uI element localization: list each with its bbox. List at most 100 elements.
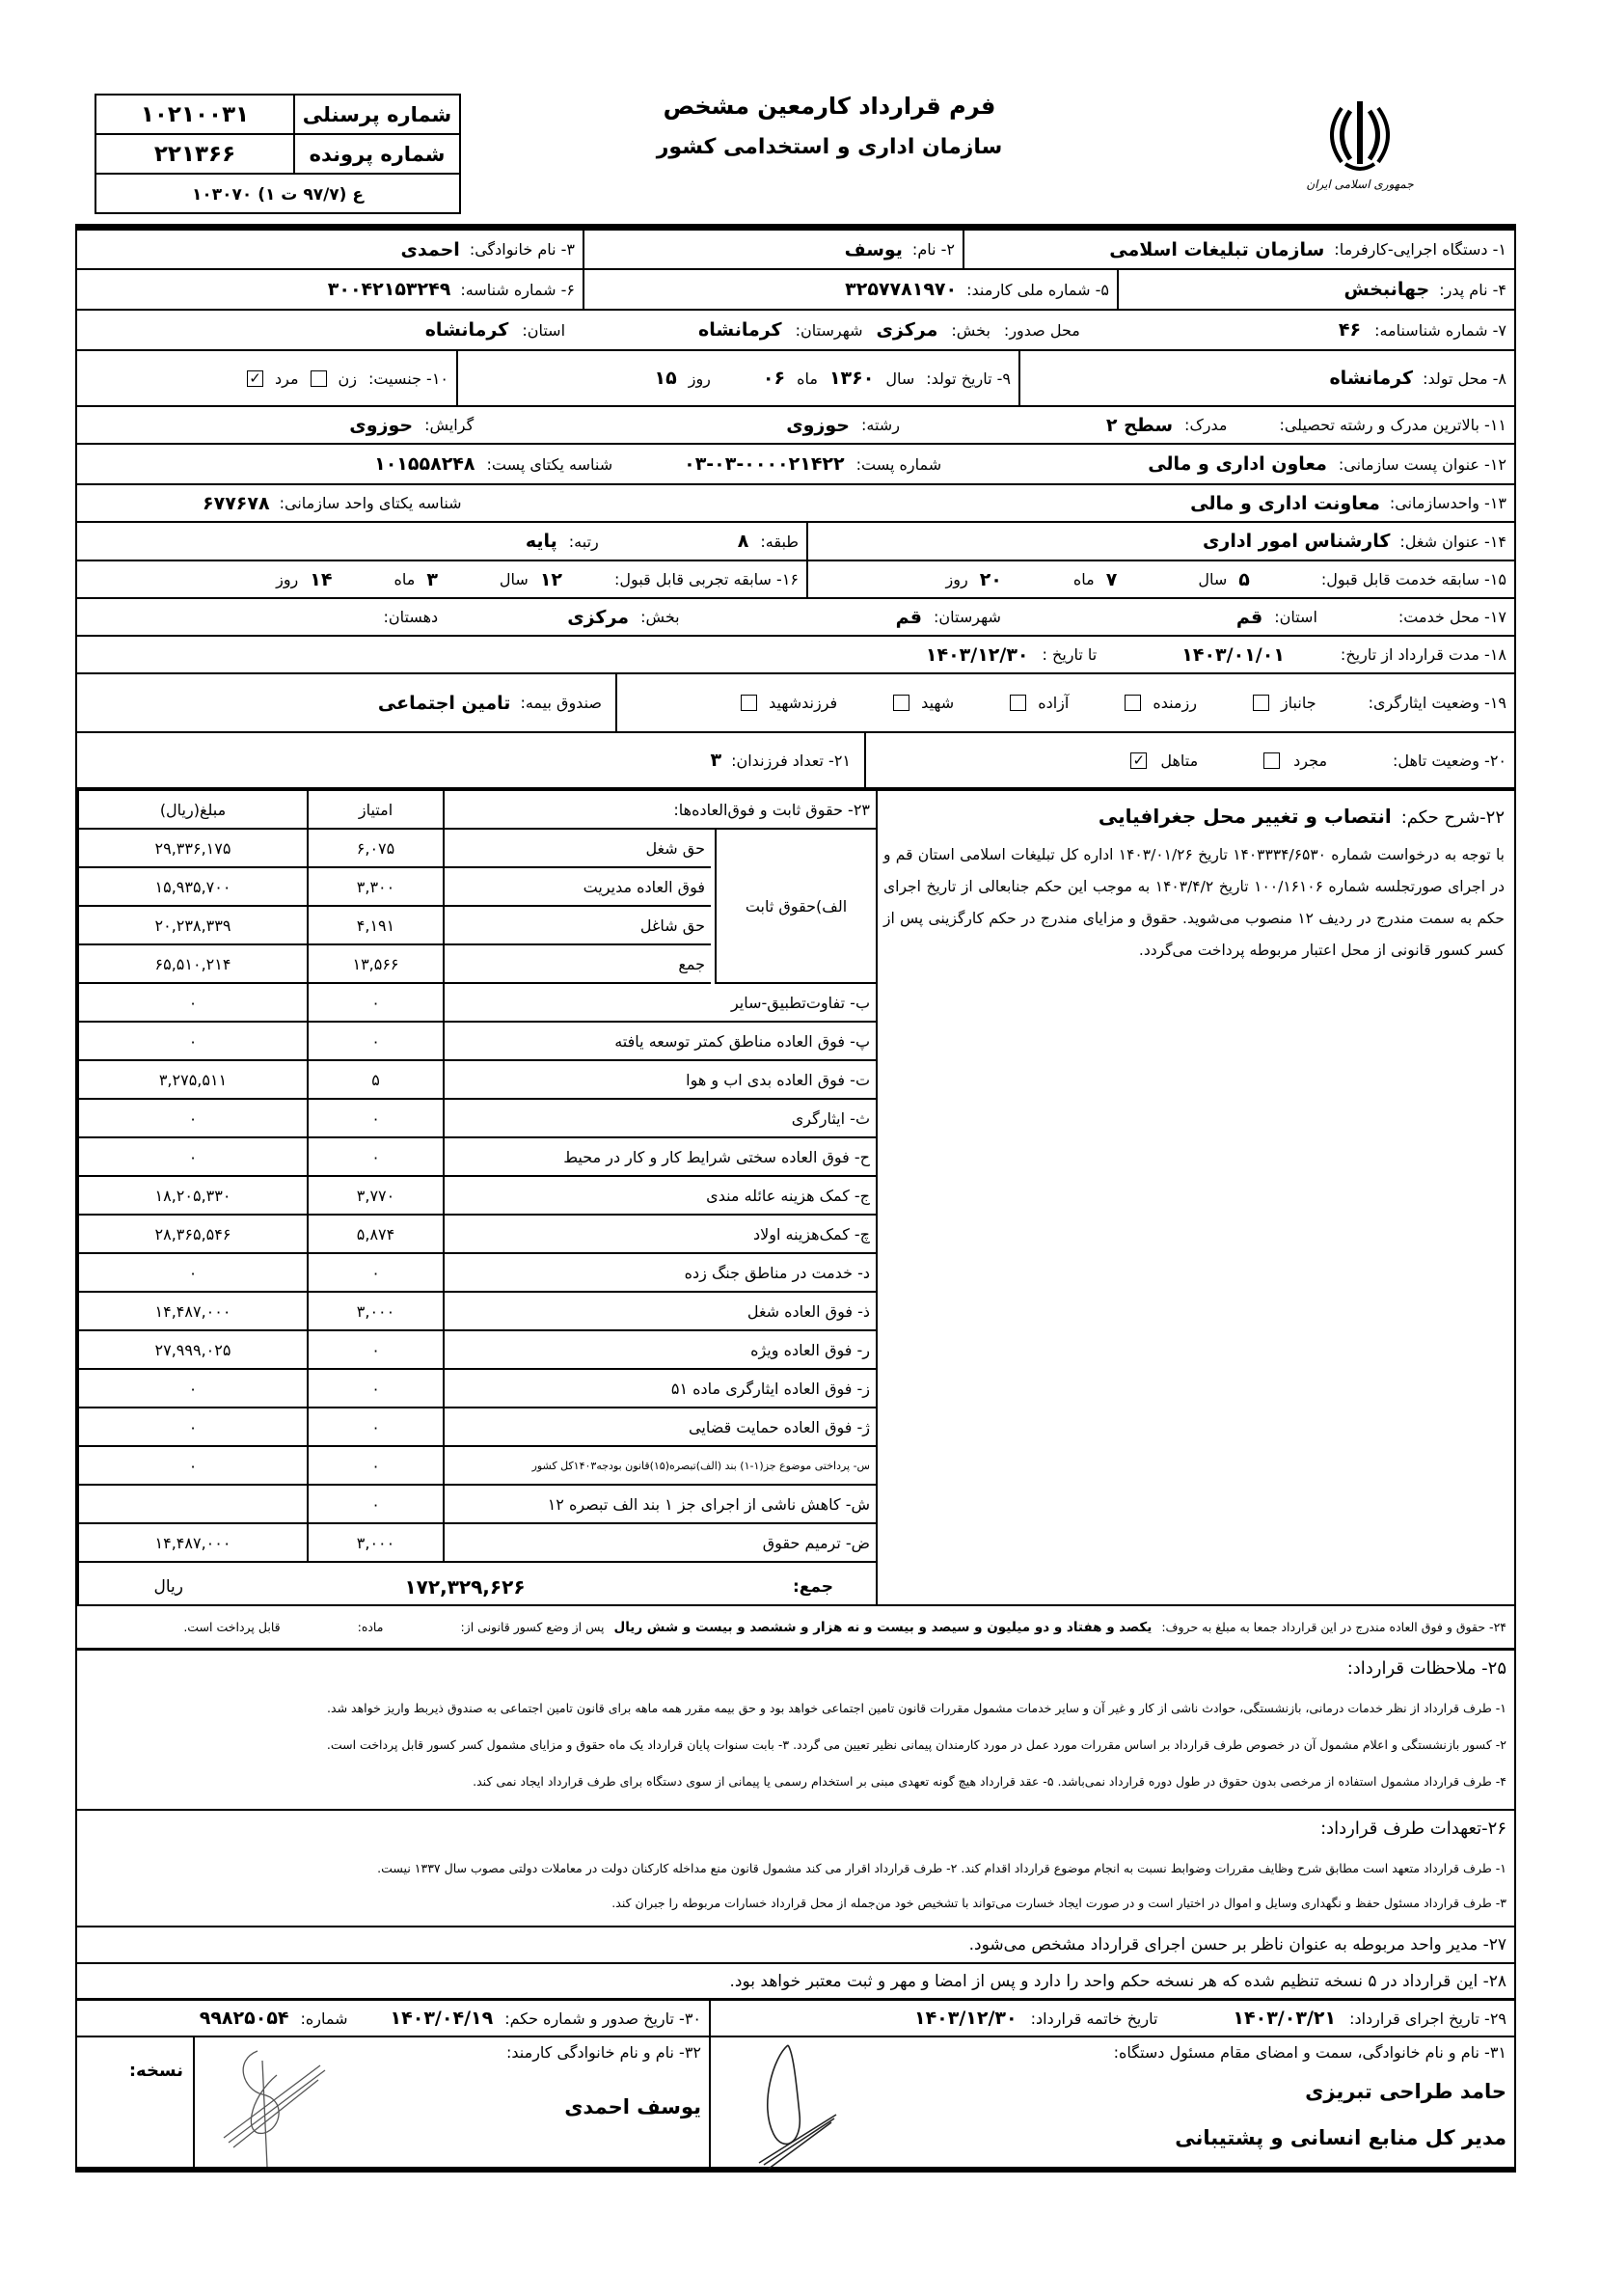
orientation-value: حوزوی (349, 414, 414, 436)
header-id-table: شماره پرسنلی ۱۰۲۱۰۰۳۱ شماره پرونده ۲۲۱۳۶… (95, 94, 461, 214)
single-label: مجرد (1293, 751, 1328, 770)
sacrifice-option-checkbox[interactable] (741, 695, 758, 711)
sp-province-value: قم (1235, 606, 1263, 628)
salary-amount: ۰ (79, 1408, 309, 1445)
female-label: زن (338, 369, 358, 388)
ruling-label: ۲۲-شرح حکم: (1400, 807, 1505, 828)
row-clause-28: ۲۸- این قرارداد در ۵ نسخه تنظیم شده که ه… (77, 1964, 1514, 2001)
article-label: ماده: (357, 1620, 384, 1634)
issue-date: ۱۴۰۳/۰۴/۱۹ (390, 2008, 494, 2029)
birth-month: ۰۶ (762, 368, 786, 389)
form-code: ع (۹۷/۷ ت ۱) ۱۰۳۰۷۰ (192, 184, 364, 205)
salary-item-label: ج- کمک هزینه عائله مندی (706, 1186, 870, 1205)
salary-amount (79, 1486, 309, 1522)
row-duration: ۱۸- مدت قرارداد از تاریخ: ۱۴۰۳/۰۱/۰۱ تا … (77, 637, 1514, 674)
amount-words-value: یکصد و هفتاد و دو میلیون و سیصد و بیست و… (613, 1619, 1153, 1635)
obligation-line: ۱- طرف قرارداد متعهد است مطابق شرح وظایف… (377, 1861, 1506, 1875)
salary-item-label: ش- کاهش ناشی از اجرای جز ۱ بند الف تبصره… (547, 1494, 870, 1514)
salary-row: ۰ ۰ ز- فوق العاده ایثارگری ماده ۵۱ (79, 1370, 876, 1408)
birth-cert-label: ۷- شماره شناسنامه: (1374, 320, 1506, 340)
salary-points: ۳,۷۷۰ (309, 1177, 445, 1214)
salary-row: ۰ ۰ د- خدمت در مناطق جنگ زده (79, 1254, 876, 1293)
birth-cert-value: ۴۶ (1338, 319, 1362, 341)
issue-label: ۳۰- تاریخ صدور و شماره حکم: (504, 2009, 701, 2028)
currency: ریال (153, 1577, 183, 1597)
salary-points: ۰ (309, 1138, 445, 1175)
single-checkbox[interactable] (1263, 752, 1281, 769)
row-post: ۱۲- عنوان پست سازمانی: معاون اداری و مالی… (77, 445, 1514, 485)
exp-months: ۳ (426, 568, 438, 590)
job-title-label: ۱۴- عنوان شغل: (1399, 532, 1506, 551)
row-education: ۱۱- بالاترین مدرک و رشته تحصیلی: مدرک: سط… (77, 407, 1514, 445)
row-identity: ۱- دستگاه اجرایی-کارفرما: سازمان تبلیغات … (77, 231, 1514, 270)
clause-28: ۲۸- این قرارداد در ۵ نسخه تنظیم شده که ه… (729, 1971, 1506, 1991)
salary-amount: ۰ (79, 984, 309, 1021)
exec-date: ۱۴۰۳/۰۳/۲۱ (1233, 2008, 1337, 2029)
salary-amount: ۰ (79, 1100, 309, 1136)
salary-item-label: پ- فوق العاده مناطق کمتر توسعه یافته (614, 1031, 870, 1051)
salary-row: ۲۹,۳۳۶,۱۷۵ ۶,۰۷۵ حق شغل (79, 830, 711, 868)
salary-points: ۰ (309, 1023, 445, 1059)
insurance-value: تامین اجتماعی (377, 692, 511, 714)
remark-line: ۲- کسور بازنشستگی و اعلام مشمول آن در خص… (326, 1737, 1506, 1752)
salary-item-label: ض- ترمیم حقوق (762, 1533, 870, 1552)
service-years: ۵ (1238, 568, 1250, 590)
year-unit: سال (499, 570, 529, 588)
day-label: روز (688, 369, 711, 388)
class-value: ۸ (737, 531, 749, 552)
copy-label: نسخه: (128, 2061, 183, 2081)
sacrifice-option-checkbox[interactable] (1010, 695, 1027, 711)
sacrifice-option-checkbox[interactable] (893, 695, 910, 711)
major-label: رشته: (860, 416, 900, 434)
unit-uid-value: ۶۷۷۶۷۸ (203, 492, 270, 514)
salary-points: ۳,۰۰۰ (309, 1524, 445, 1561)
post-uid-value: ۱۰۱۵۵۸۲۴۸ (374, 453, 475, 475)
salary-points: ۰ (309, 1100, 445, 1136)
sacrifice-option-label: آزاده (1038, 694, 1070, 712)
emblem-icon (1330, 101, 1390, 171)
row-signatures: ۳۱- نام و نام خانوادگی، سمت و امضای مقام… (77, 2037, 1514, 2171)
salary-total-row: ریال ۱۷۲,۳۲۹,۶۲۶ جمع: (79, 1568, 876, 1606)
row-clause-27: ۲۷- مدیر واحد مربوطه به عنوان ناظر بر حس… (77, 1927, 1514, 1964)
married-checkbox[interactable]: ✓ (1130, 752, 1148, 769)
salary-amount: ۰ (79, 1254, 309, 1291)
sacrifice-option-checkbox[interactable] (1125, 695, 1142, 711)
personnel-no-label: شماره پرسنلی (293, 96, 459, 133)
salary-item-label: ب- تفاوت‌تطبیق-سایر (730, 993, 870, 1012)
exp-days: ۱۴ (310, 568, 333, 590)
salary-amount: ۰ (79, 1370, 309, 1407)
salary-amount: ۰ (79, 1447, 309, 1484)
obligation-line: ۳- طرف قرارداد مسئول حفظ و نگهداری وسایل… (611, 1896, 1506, 1910)
salary-amount: ۰ (79, 1023, 309, 1059)
issue-province-value: کرمانشاه (424, 319, 509, 341)
to-label: تا تاریخ : (1042, 645, 1098, 664)
row-dates: ۲۹- تاریخ اجرای قرارداد: ۱۴۰۳/۰۳/۲۱ تاریخ… (77, 2001, 1514, 2037)
male-checkbox[interactable]: ✓ (247, 369, 264, 387)
sacrifice-option-checkbox[interactable] (1252, 695, 1269, 711)
day-unit: روز (276, 570, 299, 588)
salary-points: ۰ (309, 984, 445, 1021)
duration-label: ۱۸- مدت قرارداد از تاریخ: (1340, 645, 1506, 664)
degree-label: مدرک: (1184, 416, 1228, 434)
salary-points: ۰ (309, 1408, 445, 1445)
birth-date-label: ۹- تاریخ تولد: (926, 369, 1011, 388)
identifier-label: ۶- شماره شناسه: (460, 280, 575, 299)
salary-points: ۶,۰۷۵ (309, 830, 445, 866)
gender-label: ۱۰- جنسیت: (368, 369, 448, 388)
end-date-label: تاریخ خاتمه قرارداد: (1030, 2009, 1158, 2028)
row-marital: ۲۰- وضعیت تاهل: مجرد متاهل ✓ ۲۱- تعداد فر… (77, 733, 1514, 791)
row-obligations: ۲۶-تعهدات طرف قرارداد: ۱- طرف قرارداد مت… (77, 1811, 1514, 1927)
row-birth: ۸- محل تولد: کرمانشاه ۹- تاریخ تولد: سال ۱… (77, 351, 1514, 407)
marital-label: ۲۰- وضعیت تاهل: (1393, 751, 1506, 770)
salary-amount: ۲۹,۳۳۶,۱۷۵ (79, 830, 309, 866)
salary-row: ۱۴,۴۸۷,۰۰۰ ۳,۰۰۰ ض- ترمیم حقوق (79, 1524, 876, 1563)
family-value: احمدی (400, 238, 460, 260)
service-months: ۷ (1105, 568, 1118, 590)
female-checkbox[interactable] (310, 369, 327, 387)
salary-points: ۵ (309, 1061, 445, 1098)
experience-label: ۱۶- سابقه تجربی قابل قبول: (614, 570, 799, 588)
remark-line: ۱- طرف قرارداد از نظر خدمات درمانی، بازن… (327, 1701, 1506, 1715)
major-value: حوزوی (786, 414, 850, 436)
education-label: ۱۱- بالاترین مدرک و رشته تحصیلی: (1279, 416, 1506, 434)
national-id-label: ۵- شماره ملی کارمند: (966, 280, 1109, 299)
